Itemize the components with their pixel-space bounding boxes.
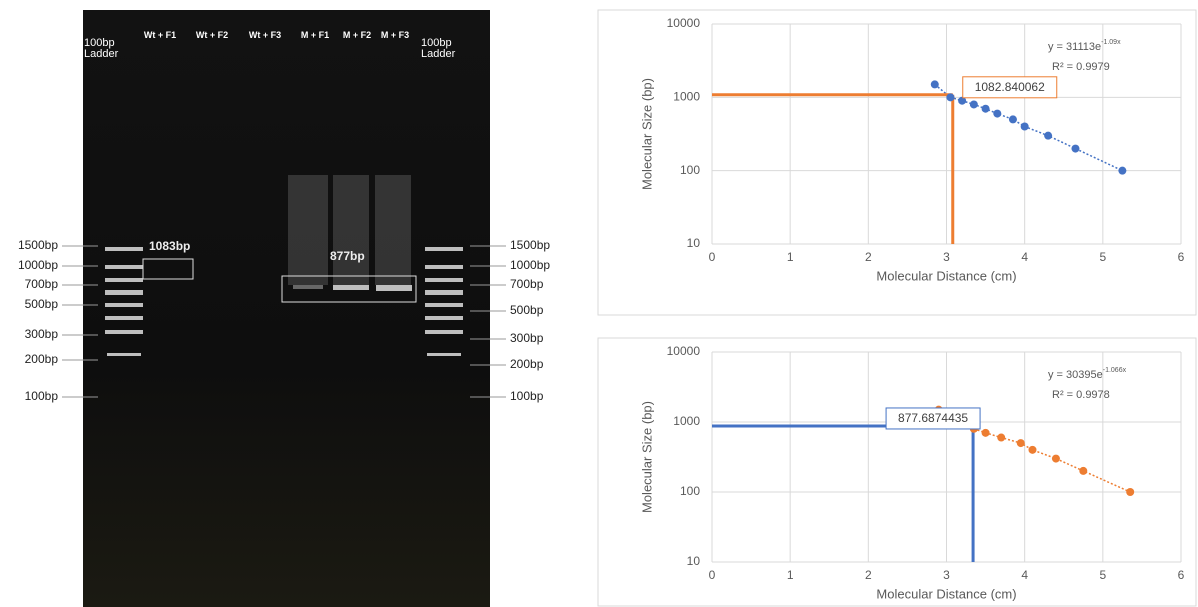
y-tick-label: 100 xyxy=(680,484,700,498)
x-tick-label: 3 xyxy=(943,250,950,264)
band-label: 877bp xyxy=(330,249,365,263)
lane-label: 100bp Ladder xyxy=(84,38,120,60)
lane-label: Wt + F1 xyxy=(136,30,184,41)
y-tick-label: 100 xyxy=(680,163,700,177)
data-point xyxy=(1126,488,1134,496)
equation-text: y = 30395e xyxy=(1048,369,1103,381)
y-tick-label: 10000 xyxy=(667,16,701,30)
lane-label: 100bp Ladder xyxy=(421,38,457,60)
x-tick-label: 3 xyxy=(943,568,950,582)
data-point xyxy=(1079,467,1087,475)
data-point xyxy=(1052,455,1060,463)
data-point xyxy=(1118,167,1126,175)
data-point xyxy=(1028,446,1036,454)
marker-label: 500bp xyxy=(510,303,543,317)
x-tick-label: 4 xyxy=(1021,568,1028,582)
marker-label: 700bp xyxy=(10,277,58,291)
marker-label: 100bp xyxy=(10,389,58,403)
data-point xyxy=(1017,439,1025,447)
marker-label: 100bp xyxy=(510,389,543,403)
reference-label: 1082.840062 xyxy=(975,80,1045,94)
marker-label: 1500bp xyxy=(510,238,550,252)
equation-exponent: -1.09x xyxy=(1101,39,1121,46)
r-squared: R² = 0.9978 xyxy=(1052,389,1110,401)
charts: 012345610100100010000Molecular Distance … xyxy=(0,0,1198,607)
y-axis-title: Molecular Size (bp) xyxy=(639,78,654,190)
lane-label: M + F3 xyxy=(371,30,419,41)
y-tick-label: 10 xyxy=(687,554,701,568)
marker-label: 1000bp xyxy=(10,258,58,272)
x-tick-label: 0 xyxy=(709,250,716,264)
figure: 012345610100100010000Molecular Distance … xyxy=(0,0,1198,607)
x-axis-title: Molecular Distance (cm) xyxy=(876,268,1016,283)
lane-label: Wt + F2 xyxy=(188,30,236,41)
marker-label: 1000bp xyxy=(510,258,550,272)
data-point xyxy=(997,434,1005,442)
data-point xyxy=(1044,132,1052,140)
equation-exponent: -1.066x xyxy=(1103,367,1127,374)
x-axis-title: Molecular Distance (cm) xyxy=(876,586,1016,601)
y-tick-label: 10 xyxy=(687,236,701,250)
reference-label: 877.6874435 xyxy=(898,411,968,425)
marker-label: 300bp xyxy=(510,331,543,345)
x-tick-label: 5 xyxy=(1099,568,1106,582)
equation: y = 31113e-1.09x xyxy=(1048,39,1121,53)
y-tick-label: 1000 xyxy=(673,414,700,428)
x-tick-label: 5 xyxy=(1099,250,1106,264)
lane-label: Wt + F3 xyxy=(241,30,289,41)
marker-label: 500bp xyxy=(10,297,58,311)
marker-label: 700bp xyxy=(510,277,543,291)
y-tick-label: 1000 xyxy=(673,90,700,104)
band-label: 1083bp xyxy=(149,239,190,253)
data-point xyxy=(1071,145,1079,153)
marker-label: 200bp xyxy=(10,352,58,366)
x-tick-label: 6 xyxy=(1178,250,1185,264)
y-tick-label: 10000 xyxy=(667,344,701,358)
equation-text: y = 31113e xyxy=(1048,41,1101,53)
x-tick-label: 2 xyxy=(865,250,872,264)
data-point xyxy=(982,429,990,437)
data-point xyxy=(931,80,939,88)
marker-label: 1500bp xyxy=(10,238,58,252)
data-point xyxy=(993,110,1001,118)
data-point xyxy=(1009,115,1017,123)
data-point xyxy=(1021,123,1029,131)
x-tick-label: 1 xyxy=(787,250,794,264)
equation: y = 30395e-1.066x xyxy=(1048,367,1127,381)
data-point xyxy=(946,93,954,101)
x-tick-label: 4 xyxy=(1021,250,1028,264)
x-tick-label: 0 xyxy=(709,568,716,582)
marker-label: 200bp xyxy=(510,357,543,371)
x-tick-label: 2 xyxy=(865,568,872,582)
data-point xyxy=(982,105,990,113)
lane-label: M + F1 xyxy=(291,30,339,41)
x-tick-label: 1 xyxy=(787,568,794,582)
x-tick-label: 6 xyxy=(1178,568,1185,582)
data-point xyxy=(970,100,978,108)
marker-label: 300bp xyxy=(10,327,58,341)
r-squared: R² = 0.9979 xyxy=(1052,61,1110,73)
y-axis-title: Molecular Size (bp) xyxy=(639,401,654,513)
